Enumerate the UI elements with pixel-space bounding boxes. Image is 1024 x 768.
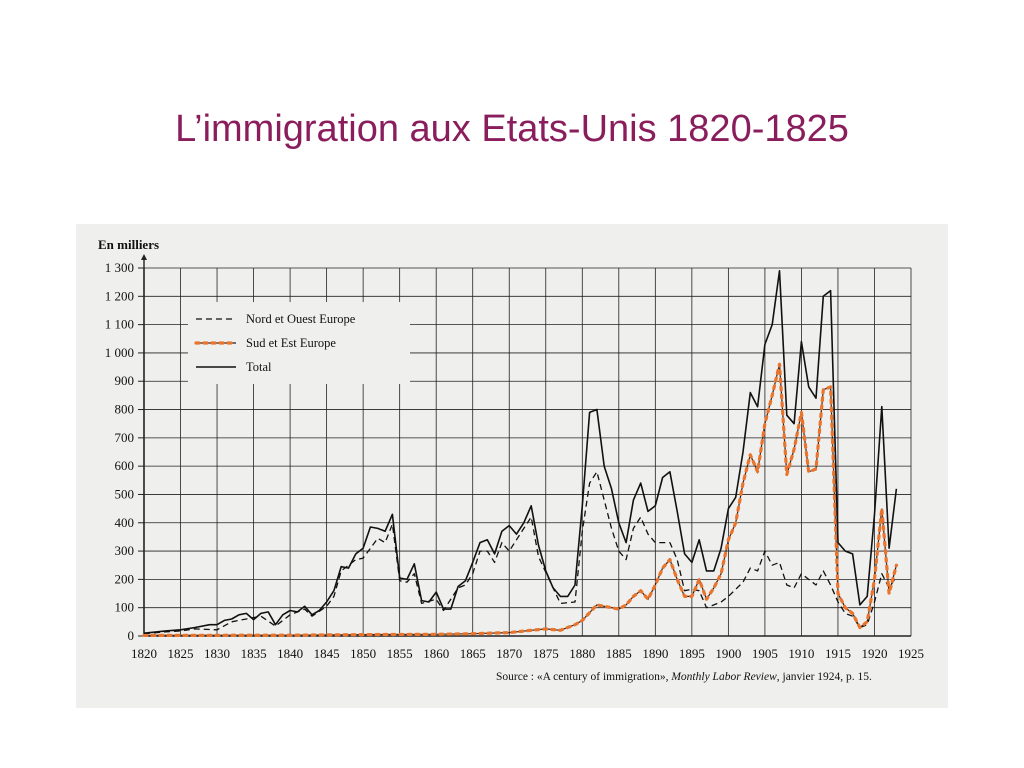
y-axis-label: En milliers	[98, 237, 159, 252]
y-tick-label: 500	[115, 486, 135, 501]
y-tick-label: 1 100	[105, 317, 134, 332]
legend-label: Sud et Est Europe	[246, 336, 336, 350]
x-tick-label: 1855	[387, 646, 413, 661]
y-tick-label: 1 200	[105, 288, 134, 303]
y-tick-label: 200	[115, 571, 135, 586]
x-tick-label: 1840	[277, 646, 303, 661]
y-tick-label: 900	[115, 373, 135, 388]
x-tick-label: 1885	[606, 646, 632, 661]
y-tick-label: 1 000	[105, 345, 134, 360]
legend-label: Total	[246, 360, 272, 374]
x-tick-label: 1880	[569, 646, 595, 661]
series-line-2	[143, 270, 898, 634]
series-line-1	[142, 362, 898, 637]
x-tick-label: 1920	[861, 646, 887, 661]
x-tick-label: 1910	[788, 646, 814, 661]
x-axis-ticks: 1820 1825 1830 1835 1840 1845 1850 1855 1860 1865…	[131, 646, 924, 661]
slide-title: L’immigration aux Etats-Unis 1820-1825	[175, 108, 849, 150]
x-tick-label: 1820	[131, 646, 157, 661]
x-tick-label: 1895	[679, 646, 705, 661]
y-tick-label: 300	[115, 543, 135, 558]
x-tick-label: 1865	[460, 646, 486, 661]
x-tick-label: 1890	[642, 646, 668, 661]
y-tick-label: 0	[128, 628, 135, 643]
series-lines	[142, 270, 898, 637]
x-tick-label: 1870	[496, 646, 522, 661]
source-note: Source : «A century of immigration», Mon…	[496, 671, 872, 683]
chart-figure: 0 100 200 300 400 500 600 700 800 900 1 000 1 100 1 …	[76, 224, 948, 708]
series-line-0	[143, 471, 897, 635]
x-tick-label: 1825	[168, 646, 194, 661]
y-tick-label: 400	[115, 515, 135, 530]
x-tick-label: 1875	[533, 646, 559, 661]
y-axis-ticks: 0 100 200 300 400 500 600 700 800 900 1 000 1 100 1 …	[105, 260, 144, 643]
legend: Nord et Ouest Europe Sud et Est Europe Tot…	[188, 302, 410, 384]
x-tick-label: 1845	[314, 646, 340, 661]
x-tick-label: 1830	[204, 646, 230, 661]
x-tick-label: 1900	[715, 646, 741, 661]
legend-label: Nord et Ouest Europe	[246, 312, 356, 326]
x-tick-label: 1915	[825, 646, 851, 661]
y-axis-arrowhead	[141, 254, 147, 260]
x-tick-label: 1835	[241, 646, 267, 661]
y-tick-label: 800	[115, 402, 135, 417]
y-tick-label: 700	[115, 430, 135, 445]
immigration-chart: 0 100 200 300 400 500 600 700 800 900 1 000 1 100 1 …	[98, 237, 924, 683]
x-tick-label: 1860	[423, 646, 449, 661]
y-tick-label: 600	[115, 458, 135, 473]
x-tick-label: 1925	[898, 646, 924, 661]
x-tick-label: 1905	[752, 646, 778, 661]
y-tick-label: 100	[115, 600, 135, 615]
y-tick-label: 1 300	[105, 260, 134, 275]
x-tick-label: 1850	[350, 646, 376, 661]
